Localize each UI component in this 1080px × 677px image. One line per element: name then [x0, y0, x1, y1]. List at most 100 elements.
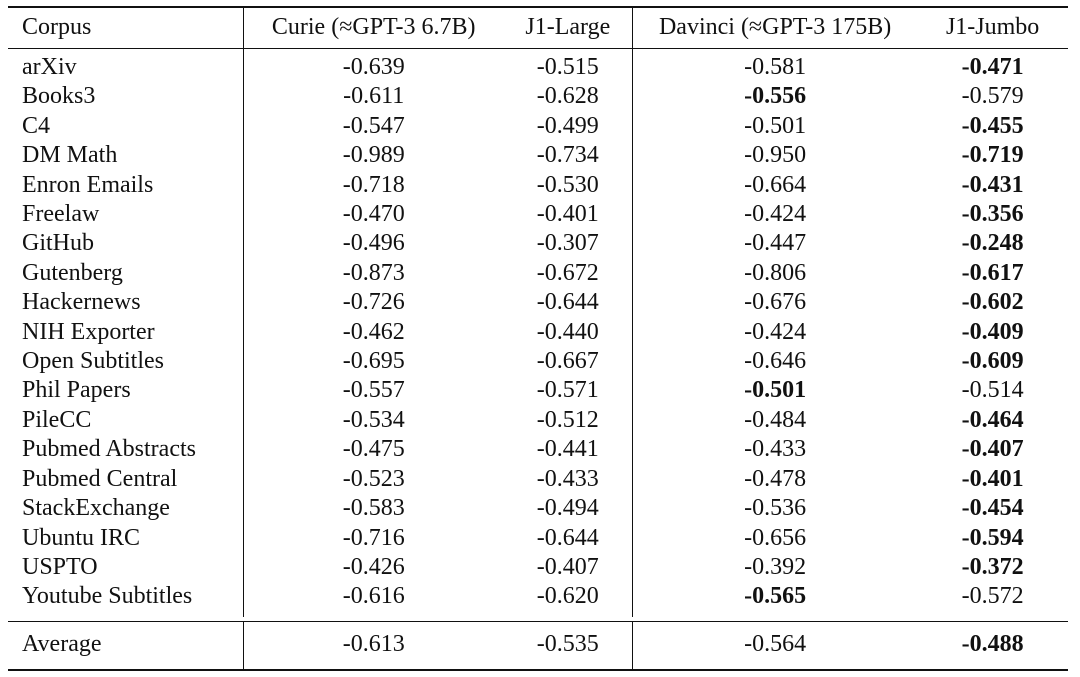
table-row: Gutenberg -0.873 -0.672 -0.806 -0.617	[8, 258, 1068, 289]
average-davinci: -0.564	[632, 620, 918, 671]
cell-j1-large: -0.644	[503, 523, 633, 553]
cell-j1-large: -0.571	[503, 376, 633, 406]
table-header: Corpus Curie (≈GPT-3 6.7B) J1-Large Davi…	[8, 6, 1068, 49]
table-row: StackExchange -0.583 -0.494 -0.536 -0.454	[8, 494, 1068, 524]
cell-davinci: -0.646	[744, 348, 807, 375]
cell-davinci: -0.676	[744, 289, 807, 316]
average-label: Average	[8, 620, 244, 671]
cell-corpus: Pubmed Central	[8, 464, 244, 495]
header-j1-large: J1-Large	[503, 6, 633, 49]
average-curie: -0.613	[243, 620, 504, 671]
cell-corpus: USPTO	[8, 552, 244, 583]
cell-corpus: Youtube Subtitles	[8, 582, 244, 617]
cell-j1-jumbo: -0.431	[961, 171, 1024, 198]
table-row: arXiv -0.639 -0.515 -0.581 -0.471	[8, 48, 1068, 83]
cell-j1-jumbo: -0.409	[961, 318, 1024, 345]
cell-corpus: DM Math	[8, 141, 244, 171]
cell-curie: -0.426	[342, 553, 405, 580]
cell-davinci: -0.478	[744, 465, 807, 492]
cell-j1-large: -0.307	[503, 229, 633, 259]
cell-corpus: Enron Emails	[8, 170, 244, 201]
cell-corpus: StackExchange	[8, 494, 244, 524]
cell-j1-large: -0.530	[503, 170, 633, 201]
cell-j1-large: -0.499	[503, 111, 633, 142]
cell-j1-large: -0.515	[503, 48, 633, 83]
table-row: Enron Emails -0.718 -0.530 -0.664 -0.431	[8, 170, 1068, 201]
table-row: Ubuntu IRC -0.716 -0.644 -0.656 -0.594	[8, 523, 1068, 553]
average-j1-large: -0.535	[503, 620, 633, 671]
cell-curie: -0.718	[342, 171, 405, 198]
table-row: PileCC -0.534 -0.512 -0.484 -0.464	[8, 405, 1068, 436]
cell-davinci: -0.433	[744, 436, 807, 463]
cell-curie: -0.462	[342, 318, 405, 345]
cell-j1-large: -0.644	[503, 288, 633, 318]
cell-j1-jumbo: -0.407	[961, 436, 1024, 463]
cell-j1-large: -0.441	[503, 435, 633, 465]
header-curie: Curie (≈GPT-3 6.7B)	[243, 6, 504, 49]
header-corpus: Corpus	[8, 6, 244, 49]
cell-curie: -0.989	[342, 142, 405, 169]
average-row: Average -0.613 -0.535 -0.564 -0.488	[8, 620, 1068, 671]
cell-curie: -0.557	[342, 377, 405, 404]
cell-davinci: -0.950	[744, 142, 807, 169]
cell-curie: -0.475	[342, 436, 405, 463]
cell-corpus: Books3	[8, 82, 244, 112]
cell-j1-large: -0.433	[503, 464, 633, 495]
cell-curie: -0.534	[342, 406, 405, 433]
cell-j1-jumbo: -0.609	[961, 348, 1024, 375]
cell-j1-jumbo: -0.572	[961, 583, 1024, 610]
table-row: USPTO -0.426 -0.407 -0.392 -0.372	[8, 552, 1068, 583]
cell-davinci: -0.664	[744, 171, 807, 198]
cell-corpus: GitHub	[8, 229, 244, 259]
cell-curie: -0.547	[342, 112, 405, 139]
cell-corpus: NIH Exporter	[8, 317, 244, 348]
cell-j1-jumbo: -0.514	[961, 377, 1024, 404]
table-row: NIH Exporter -0.462 -0.440 -0.424 -0.409	[8, 317, 1068, 348]
table-row: Pubmed Abstracts -0.475 -0.441 -0.433 -0.407	[8, 435, 1068, 465]
header-j1-jumbo: J1-Jumbo	[917, 6, 1068, 49]
cell-j1-large: -0.734	[503, 141, 633, 171]
cell-j1-large: -0.512	[503, 405, 633, 436]
table-row: DM Math -0.989 -0.734 -0.950 -0.719	[8, 141, 1068, 171]
cell-curie: -0.583	[342, 495, 405, 522]
cell-curie: -0.716	[342, 524, 405, 551]
cell-j1-jumbo: -0.454	[961, 495, 1024, 522]
table-row: Hackernews -0.726 -0.644 -0.676 -0.602	[8, 288, 1068, 318]
table-body: arXiv -0.639 -0.515 -0.581 -0.471 Books3 -0.61…	[8, 48, 1068, 617]
table-row: Pubmed Central -0.523 -0.433 -0.478 -0.401	[8, 464, 1068, 495]
cell-davinci: -0.556	[744, 83, 807, 110]
cell-curie: -0.470	[342, 201, 405, 228]
cell-j1-jumbo: -0.617	[961, 259, 1024, 286]
average-section: Average -0.613 -0.535 -0.564 -0.488	[8, 620, 1068, 671]
cell-j1-large: -0.628	[503, 82, 633, 112]
cell-curie: -0.726	[342, 289, 405, 316]
cell-davinci: -0.581	[744, 54, 807, 80]
cell-j1-large: -0.440	[503, 317, 633, 348]
cell-davinci: -0.806	[744, 259, 807, 286]
cell-j1-jumbo: -0.719	[961, 142, 1024, 169]
cell-davinci: -0.484	[744, 406, 807, 433]
cell-corpus: PileCC	[8, 405, 244, 436]
cell-j1-jumbo: -0.471	[961, 54, 1024, 80]
cell-davinci: -0.424	[744, 201, 807, 228]
cell-j1-jumbo: -0.372	[961, 553, 1024, 580]
cell-corpus: C4	[8, 111, 244, 142]
header-row: Corpus Curie (≈GPT-3 6.7B) J1-Large Davi…	[8, 6, 1068, 49]
cell-curie: -0.873	[342, 259, 405, 286]
cell-j1-jumbo: -0.602	[961, 289, 1024, 316]
cell-j1-jumbo: -0.455	[961, 112, 1024, 139]
cell-j1-large: -0.494	[503, 494, 633, 524]
cell-davinci: -0.501	[744, 377, 807, 404]
cell-corpus: Open Subtitles	[8, 347, 244, 377]
cell-j1-jumbo: -0.464	[961, 406, 1024, 433]
cell-j1-jumbo: -0.594	[961, 524, 1024, 551]
cell-curie: -0.611	[343, 83, 405, 110]
cell-corpus: Pubmed Abstracts	[8, 435, 244, 465]
cell-davinci: -0.656	[744, 524, 807, 551]
cell-j1-jumbo: -0.401	[961, 465, 1024, 492]
cell-curie: -0.616	[342, 583, 405, 610]
cell-corpus: arXiv	[8, 48, 244, 83]
cell-davinci: -0.392	[744, 553, 807, 580]
cell-j1-large: -0.401	[503, 200, 633, 230]
table-row: Freelaw -0.470 -0.401 -0.424 -0.356	[8, 200, 1068, 230]
